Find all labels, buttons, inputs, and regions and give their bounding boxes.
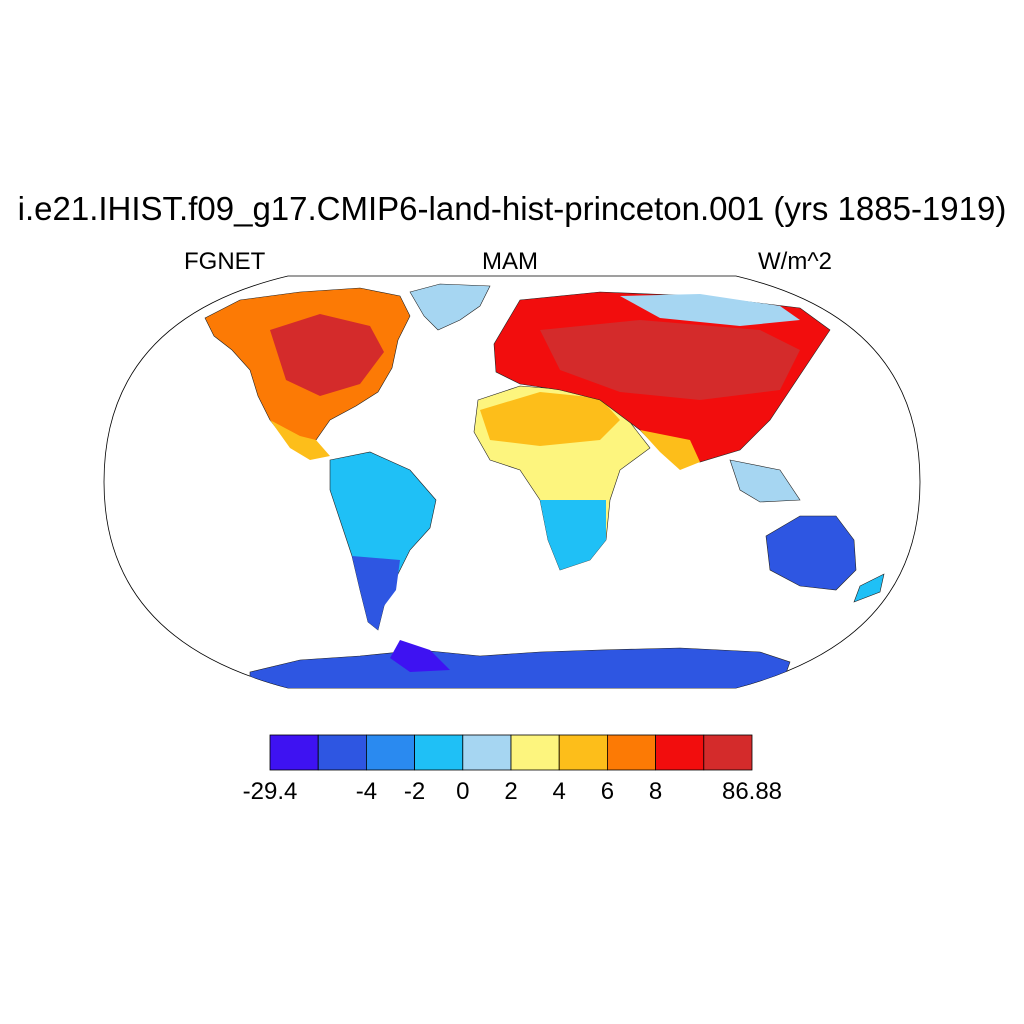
units-label: W/m^2	[758, 248, 832, 275]
greenland-region	[409, 283, 491, 331]
colorbar-tick-label: 6	[600, 778, 615, 805]
colorbar-swatch	[510, 734, 560, 771]
south-america-south	[352, 556, 400, 630]
eurasia-core	[540, 320, 800, 400]
colorbar-swatch	[365, 734, 415, 771]
india-region	[640, 430, 700, 470]
colorbar-tick-label: 86.88	[721, 778, 783, 805]
plot-title: i.e21.IHIST.f09_g17.CMIP6-land-hist-prin…	[17, 190, 1007, 227]
eurasia-north	[620, 294, 800, 326]
colorbar-swatch	[607, 734, 657, 771]
variable-label: FGNET	[184, 248, 266, 275]
antarctica-west	[390, 640, 450, 672]
australia-region	[765, 515, 857, 591]
colorbar-swatch	[655, 734, 705, 771]
colorbar-swatch	[703, 734, 753, 771]
colorbar-swatch	[462, 734, 512, 771]
colorbar-swatch	[269, 734, 319, 771]
colorbar-tick-label: -29.4	[242, 778, 298, 805]
colorbar-swatch	[558, 734, 608, 771]
colorbar-swatch	[414, 734, 464, 771]
season-label: MAM	[482, 248, 538, 275]
colorbar-boxes	[269, 734, 753, 771]
southeast-asia-region	[729, 459, 801, 503]
new-zealand-region	[853, 573, 885, 603]
africa-north	[480, 392, 620, 446]
colorbar-tick-label: -4	[355, 778, 378, 805]
colorbar-tick-label: 0	[456, 778, 470, 805]
colorbar-tick-label: 8	[648, 778, 663, 805]
colorbar-tick-label: 2	[504, 778, 518, 805]
colorbar-swatch	[317, 734, 367, 771]
antarctica-region	[249, 647, 791, 688]
north-america-core	[270, 314, 384, 396]
colorbar-tick-label: -2	[403, 778, 426, 805]
north-america-south	[270, 420, 330, 460]
africa-south	[540, 500, 606, 570]
colorbar-tick-label: 4	[552, 778, 566, 805]
